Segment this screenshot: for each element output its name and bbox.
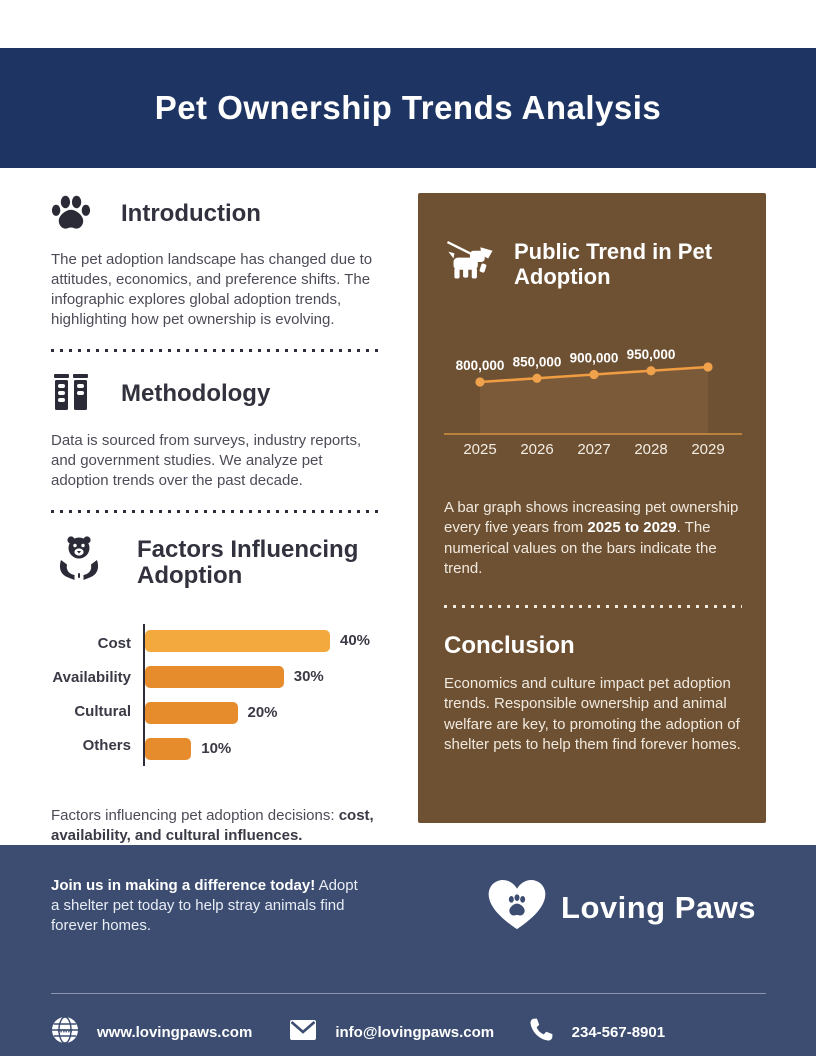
email-text: info@lovingpaws.com <box>335 1023 495 1041</box>
x-axis-tick-label: 2028 <box>634 441 667 458</box>
bar-row: 10% <box>145 737 370 760</box>
website-text: www.lovingpaws.com <box>97 1023 253 1041</box>
brand-logo: Loving Paws <box>487 878 756 937</box>
phone-icon <box>528 1017 554 1047</box>
introduction-header: Introduction <box>51 193 381 236</box>
bar-category-label: Cultural <box>74 702 131 720</box>
data-point-value-label: 900,000 <box>570 351 619 366</box>
bar <box>145 701 238 724</box>
contact-phone: 234-567-8901 <box>528 1016 766 1048</box>
trend-card-heading: Public Trend in Pet Adoption <box>514 239 713 289</box>
globe-icon: www <box>51 1016 79 1048</box>
trend-card: Public Trend in Pet Adoption 800,000 2025… <box>418 193 766 823</box>
brand-name: Loving Paws <box>561 889 756 925</box>
bar-value-label: 10% <box>201 740 232 758</box>
factors-heading: Factors Influencing Adoption <box>137 535 359 590</box>
page-title: Pet Ownership Trends Analysis <box>154 89 662 126</box>
data-point <box>703 362 713 372</box>
dotted-divider <box>51 509 381 513</box>
introduction-heading: Introduction <box>121 200 261 228</box>
data-point <box>475 377 485 387</box>
trend-card-body: A bar graph shows increasing pet ownersh… <box>444 499 739 577</box>
x-axis-tick-label: 2025 <box>463 441 496 458</box>
svg-text:www: www <box>56 1028 73 1035</box>
bar <box>145 629 330 652</box>
factors-caption: Factors influencing pet adoption decisio… <box>51 806 374 844</box>
data-point <box>589 369 599 380</box>
footer: Join us in making a difference today! Ad… <box>0 845 816 1056</box>
dotted-divider <box>51 348 381 352</box>
bar-value-label: 20% <box>247 704 278 722</box>
conclusion-body: Economics and culture impact pet adoptio… <box>444 675 741 753</box>
left-column: Introduction The pet adoption landscape … <box>51 193 381 845</box>
trend-card-header: Public Trend in Pet Adoption <box>444 237 742 292</box>
conclusion-heading: Conclusion <box>444 632 575 659</box>
paw-icon <box>51 193 91 236</box>
envelope-icon <box>289 1018 317 1046</box>
data-point-value-label: 950,000 <box>627 347 676 362</box>
bar-category-label: Others <box>82 736 131 754</box>
bar <box>145 737 192 760</box>
bar-chart-bars: 40% 30% 20% 10% <box>143 623 371 766</box>
methodology-heading: Methodology <box>121 380 271 408</box>
data-point-value-label: 800,000 <box>456 358 505 373</box>
heart-paw-icon <box>487 878 547 937</box>
bar-value-label: 40% <box>340 632 371 650</box>
dog-leash-icon <box>444 237 496 292</box>
x-axis-tick-label: 2026 <box>520 441 553 458</box>
contact-website: www www.lovingpaws.com <box>51 1016 289 1048</box>
bar-chart-category-labels: Cost Availability Cultural Others <box>51 624 143 766</box>
bar-category-label: Cost <box>97 634 131 652</box>
phone-text: 234-567-8901 <box>571 1023 666 1041</box>
binders-icon <box>51 372 91 417</box>
bar-category-label: Availability <box>52 668 131 686</box>
data-point <box>532 373 542 383</box>
introduction-body: The pet adoption landscape has changed d… <box>51 251 373 328</box>
factors-bar-chart: Cost Availability Cultural Others 40% 30% 20%… <box>51 623 381 766</box>
data-point-value-label: 850,000 <box>513 354 562 369</box>
data-point <box>646 366 656 376</box>
area-fill <box>480 367 708 434</box>
footer-cta: Join us in making a difference today! Ad… <box>51 877 358 934</box>
methodology-header: Methodology <box>51 372 381 417</box>
methodology-body: Data is sourced from surveys, industry r… <box>51 431 362 489</box>
adoption-trend-chart: 800,000 2025 850,000 2026 900,000 2027 950,000… <box>444 347 742 458</box>
contact-email: info@lovingpaws.com <box>289 1016 527 1048</box>
footer-divider <box>51 993 766 994</box>
top-margin <box>0 0 816 48</box>
factors-header: Factors Influencing Adoption <box>51 533 381 594</box>
bar-row: 40% <box>145 629 371 652</box>
animal-in-hands-icon <box>51 533 107 594</box>
header-banner: Pet Ownership Trends Analysis <box>0 48 816 168</box>
bar-value-label: 30% <box>293 668 324 686</box>
x-axis-tick-label: 2027 <box>577 441 610 458</box>
bar-row: 30% <box>145 665 370 688</box>
bar <box>145 665 284 688</box>
dotted-divider-light <box>444 605 742 608</box>
conclusion-section: Conclusion Economics and culture impact … <box>444 632 742 755</box>
x-axis-tick-label: 2029 <box>691 441 724 458</box>
bar-row: 20% <box>145 701 370 724</box>
